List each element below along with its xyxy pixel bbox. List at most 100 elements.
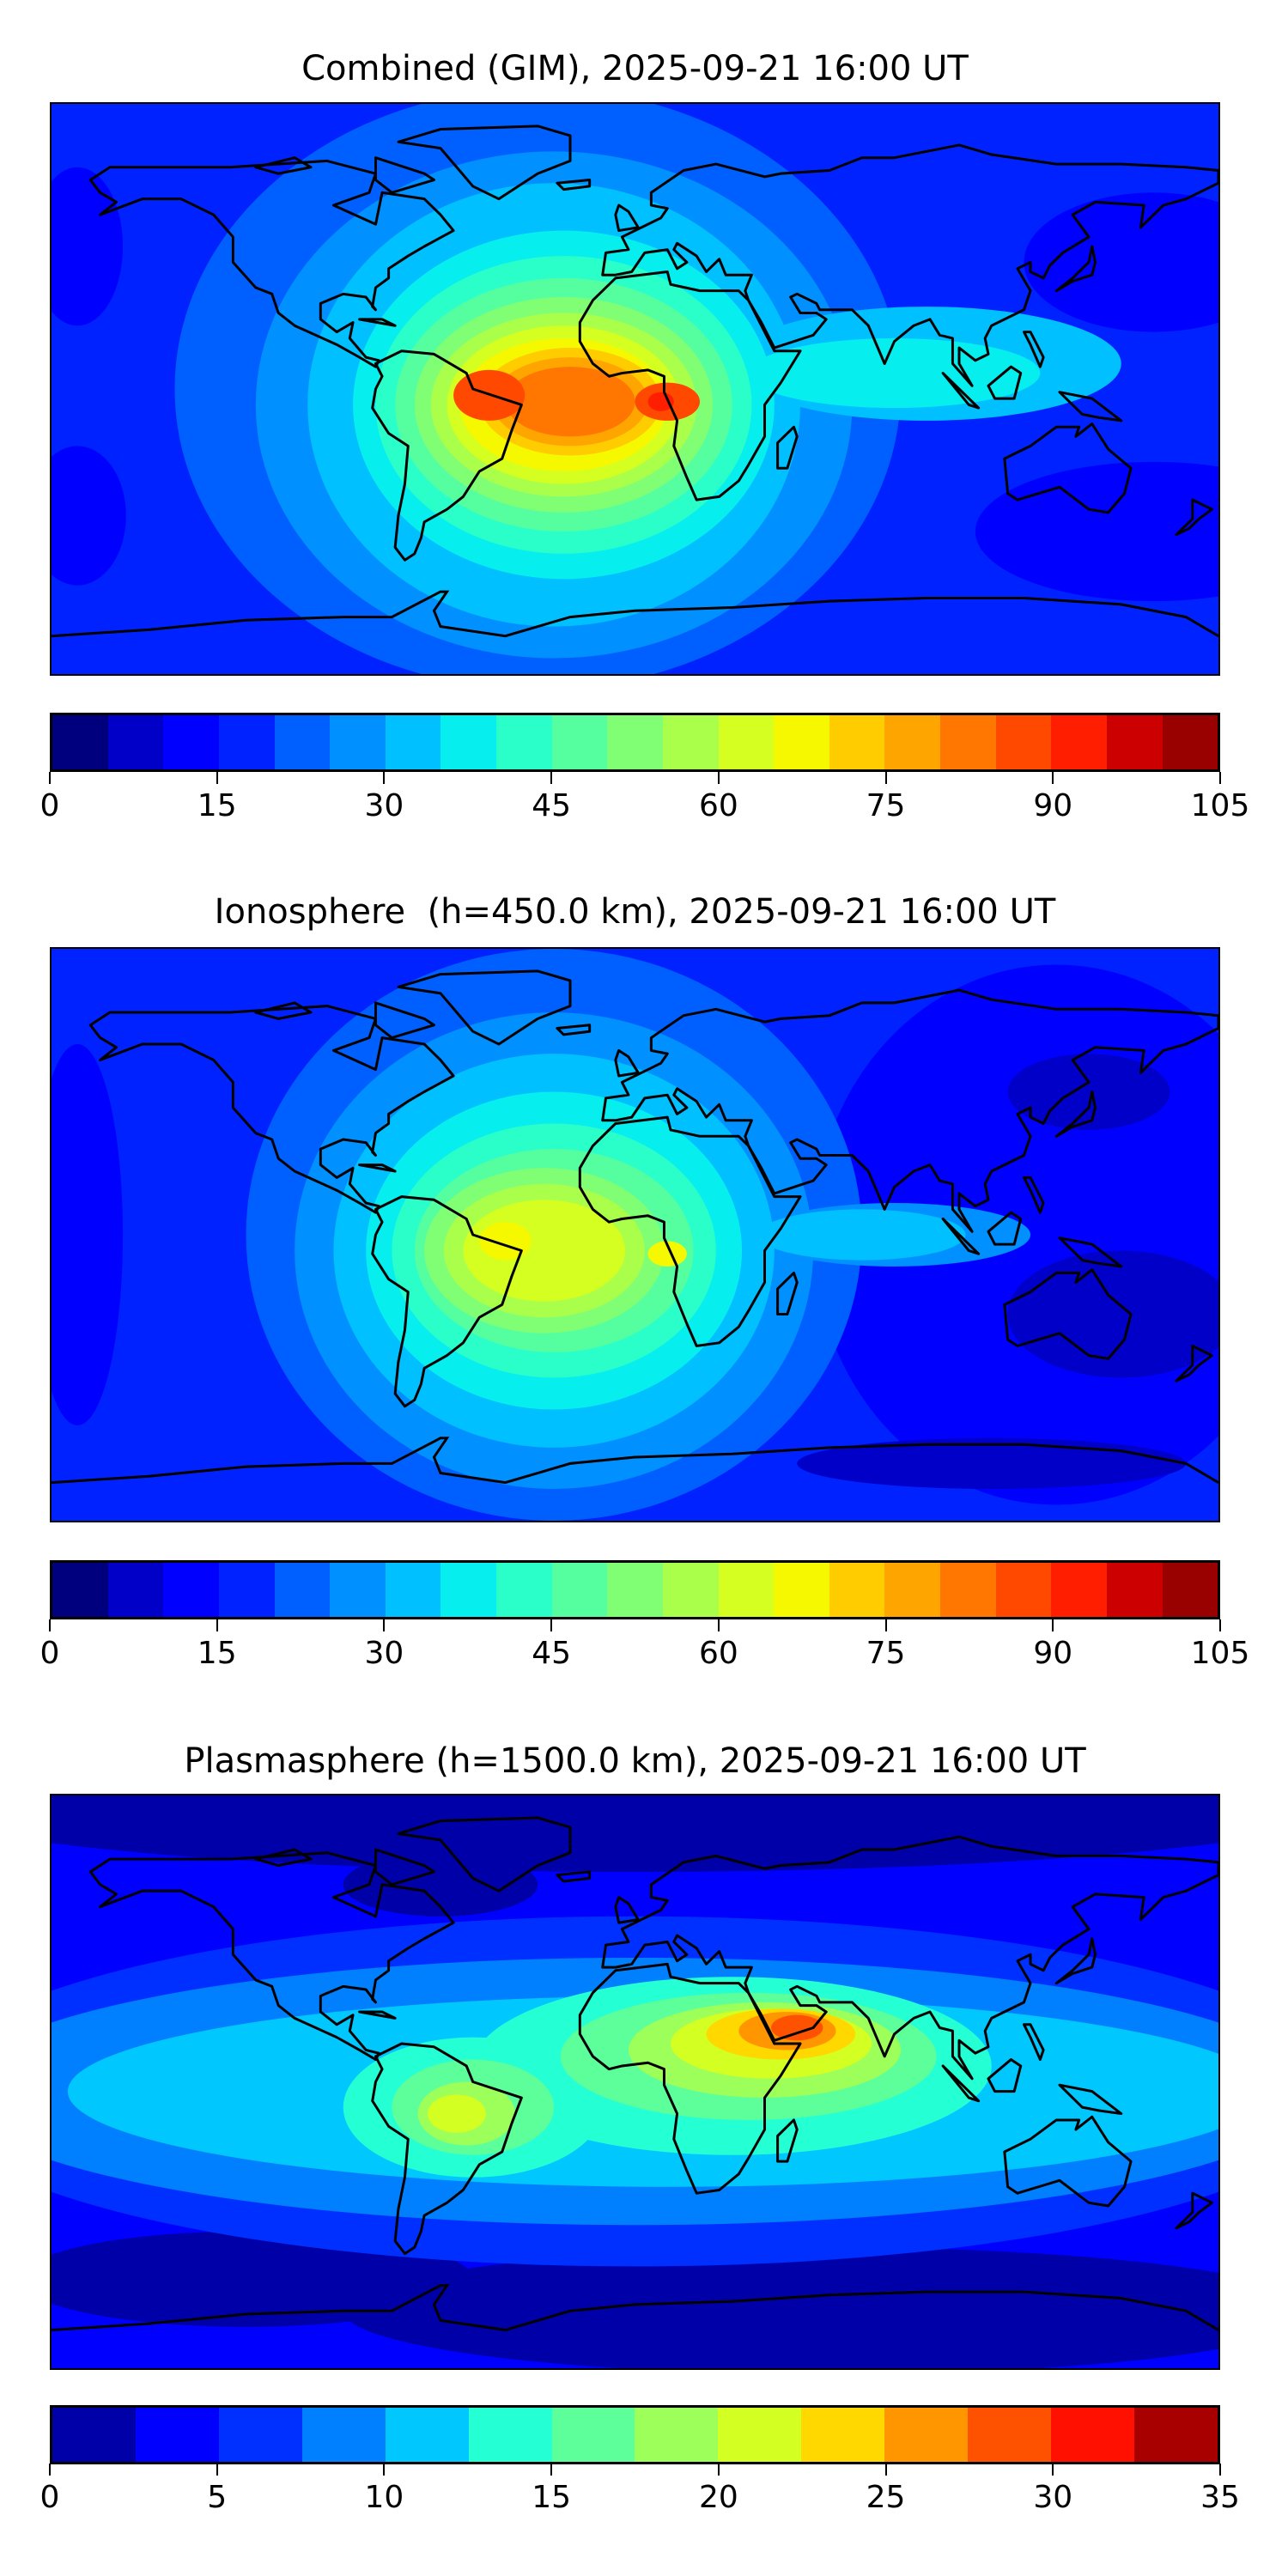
colorbar-tick	[383, 2464, 386, 2476]
colorbar-tick	[550, 2464, 553, 2476]
colorbar-tick	[717, 772, 720, 784]
colorbar-segment	[1106, 1563, 1163, 1617]
coastline	[778, 2120, 798, 2161]
coastline	[988, 367, 1021, 398]
colorbar-segment	[829, 715, 885, 769]
colorbar-tick-label: 60	[698, 1636, 738, 1671]
colorbar-segment	[301, 2408, 386, 2462]
colorbar-segment	[52, 715, 108, 769]
colorbar-segment	[551, 715, 608, 769]
coastline	[580, 1117, 800, 1346]
coastline	[376, 158, 434, 193]
colorbar-tick-label: 30	[1033, 2480, 1073, 2515]
coastline-antarctica	[52, 592, 1218, 636]
colorbar-segment	[968, 2408, 1052, 2462]
colorbar-tick-label: 0	[39, 2480, 60, 2515]
coastline	[1024, 2025, 1044, 2060]
colorbar-segment	[1162, 715, 1218, 769]
coastline	[943, 2066, 979, 2101]
colorbar-segment	[496, 715, 552, 769]
colorbar-segment	[440, 1563, 496, 1617]
colorbar-segment	[468, 2408, 552, 2462]
coastline	[1056, 246, 1095, 291]
colorbar-tick	[884, 772, 887, 784]
colorbar-segment	[1162, 1563, 1218, 1617]
colorbar-segment	[218, 715, 275, 769]
map-svg	[52, 104, 1218, 674]
colorbar-segment	[274, 1563, 331, 1617]
coastline	[943, 1219, 979, 1255]
colorbar-tick-label: 90	[1033, 788, 1073, 823]
colorbar-segment	[52, 1563, 108, 1617]
colorbar-tick-label: 5	[207, 2480, 228, 2515]
coastline	[376, 1003, 434, 1038]
colorbar-tick	[49, 2464, 51, 2476]
coastline	[373, 351, 522, 560]
colorbar-segment	[718, 1563, 775, 1617]
coastline	[1060, 2085, 1121, 2113]
colorbar-segment	[1106, 715, 1163, 769]
colorbar-segment	[884, 2408, 969, 2462]
coastline	[778, 427, 798, 468]
colorbar-tick-label: 75	[866, 1636, 906, 1671]
coastline	[376, 1850, 434, 1885]
contour-band	[505, 367, 635, 437]
coastline	[988, 2060, 1021, 2092]
colorbar-segment	[884, 715, 940, 769]
colorbar-tick	[1219, 772, 1221, 784]
colorbar-segment	[662, 715, 719, 769]
colorbar-segment	[52, 2408, 136, 2462]
contour-band	[647, 392, 674, 411]
coastline	[943, 374, 979, 409]
panel-title: Combined (GIM), 2025-09-21 16:00 UT	[301, 49, 969, 88]
colorbar-tick-label: 0	[39, 788, 60, 823]
coastline	[603, 990, 1218, 1231]
colorbar-segment	[607, 715, 663, 769]
map-plot	[50, 102, 1220, 676]
contour-band	[52, 2231, 473, 2327]
contour-band	[52, 167, 124, 326]
colorbar-tick	[717, 2464, 720, 2476]
colorbar-tick-label: 90	[1033, 1636, 1073, 1671]
contour-band	[1007, 1054, 1170, 1130]
colorbar-segment	[135, 2408, 219, 2462]
colorbar-segment	[163, 715, 219, 769]
coastline	[1176, 500, 1212, 535]
colorbar-segment	[218, 2408, 302, 2462]
colorbar-segment	[995, 1563, 1052, 1617]
coastline	[557, 1025, 590, 1035]
map-svg	[52, 1795, 1218, 2368]
colorbar-tick	[216, 2464, 218, 2476]
contour-band	[479, 1222, 532, 1261]
panel-title: Plasmasphere (h=1500.0 km), 2025-09-21 1…	[184, 1741, 1086, 1781]
colorbar-tick	[49, 1619, 51, 1631]
colorbar-tick	[216, 1619, 218, 1631]
coastline	[1005, 2117, 1131, 2206]
contour-band	[797, 1437, 1187, 1489]
map-plot	[50, 1794, 1220, 2370]
colorbar-segment	[940, 715, 996, 769]
coastline	[1024, 332, 1044, 368]
colorbar-ticks: 0 15 30 45 60 75 90 105	[40, 1619, 1249, 1671]
contour-band	[975, 461, 1218, 602]
colorbar-tick	[383, 1619, 386, 1631]
coastline	[398, 971, 570, 1044]
coastline	[1005, 1270, 1131, 1359]
colorbar-tick	[884, 1619, 887, 1631]
colorbar	[50, 2405, 1220, 2464]
contour-band	[343, 1852, 538, 1917]
contour-band	[1024, 192, 1218, 332]
colorbar-segment	[385, 715, 441, 769]
colorbar-segment	[385, 1563, 441, 1617]
colorbar-segment	[635, 2408, 719, 2462]
colorbar-segment	[884, 1563, 940, 1617]
colorbar-segment	[551, 2408, 635, 2462]
coastline	[1060, 1238, 1121, 1267]
colorbar-tick	[383, 772, 386, 784]
colorbar-tick	[884, 2464, 887, 2476]
coastline	[580, 1964, 800, 2193]
coastline	[603, 1837, 1218, 2079]
colorbar-segment	[163, 1563, 219, 1617]
colorbar-tick-label: 105	[1190, 1636, 1250, 1671]
colorbar-segment	[496, 1563, 552, 1617]
